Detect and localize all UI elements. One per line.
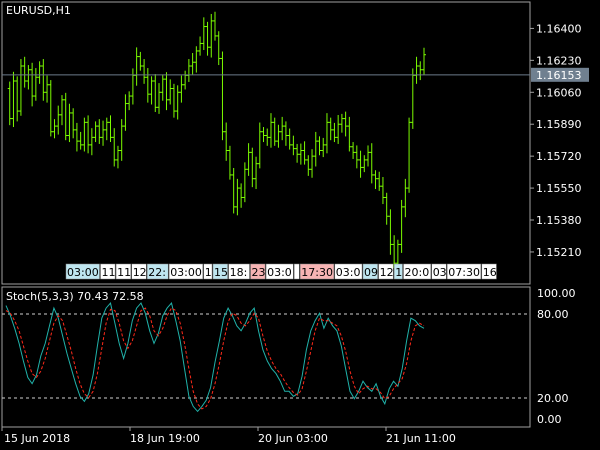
stoch-axis-label-100: 100.00: [537, 287, 576, 300]
session-label-box: [447, 263, 482, 280]
session-label-box: [147, 263, 169, 280]
price-axis-label: 1.15720: [536, 150, 582, 163]
session-labels: 03:00 11 11 12 22: 03:00 1 15 18: 23 03:0 17:30 03:0…: [65, 263, 497, 280]
stochastic-lines: [5, 302, 425, 413]
session-label-box: [203, 263, 213, 280]
price-axis-label: 1.15210: [536, 246, 582, 259]
candles-layer: [7, 11, 426, 270]
session-label-box: [228, 263, 250, 280]
session-label-text: 23: [252, 266, 266, 279]
price-axis-label: 1.15550: [536, 182, 582, 195]
time-label-3: 21 Jun 11:00: [386, 432, 456, 445]
session-label-text: 03:0: [336, 266, 361, 279]
session-label-box: [294, 263, 300, 280]
session-label-text: 12: [133, 266, 147, 279]
session-label-text: 1: [205, 266, 212, 279]
time-label-1: 18 Jun 19:00: [130, 432, 200, 445]
stoch-axis-label-0: 0.00: [537, 413, 562, 426]
session-label-box: [362, 263, 378, 280]
stoch-axis-label-20: 20.00: [537, 392, 569, 405]
session-label-text: 18:: [230, 266, 248, 279]
stochastic-main-line: [5, 302, 425, 413]
price-axis-label: 1.16230: [536, 54, 582, 67]
price-pane[interactable]: [1, 1, 531, 285]
session-label-box: [403, 263, 431, 280]
session-label-text: 03:00: [67, 266, 99, 279]
session-label-box: [378, 263, 394, 280]
price-axis: 1.16400 1.16230 1.16060 1.15890 1.15720 1.155…: [530, 22, 582, 259]
session-label-box: [115, 263, 131, 280]
current-price-tag: [531, 67, 589, 82]
session-label-text: 12: [380, 266, 394, 279]
session-label-text: 1: [395, 266, 402, 279]
session-label-text: 09: [364, 266, 378, 279]
time-label-2: 20 Jun 03:00: [258, 432, 328, 445]
session-label-text: 17:30: [301, 266, 333, 279]
session-label-text: 03: [433, 266, 447, 279]
session-label-box: [431, 263, 447, 280]
session-label-box: [481, 263, 497, 280]
session-label-text: 11: [102, 266, 116, 279]
stochastic-title: Stoch(5,3,3) 70.43 72.58: [6, 290, 144, 303]
time-label-0: 15 Jun 2018: [4, 432, 70, 445]
price-axis-label: 1.16400: [536, 22, 582, 35]
current-price-label: 1.16153: [536, 69, 582, 82]
price-axis-label: 1.15890: [536, 118, 582, 131]
session-label-text: 20:0: [405, 266, 430, 279]
session-label-box: [65, 263, 100, 280]
session-label-text: 03:0: [267, 266, 292, 279]
stochastic-signal-line: [5, 307, 425, 410]
session-label-box: [250, 263, 266, 280]
session-label-text: 11: [117, 266, 131, 279]
session-label-box: [393, 263, 403, 280]
price-axis-label: 1.16060: [536, 86, 582, 99]
time-axis: 15 Jun 2018 18 Jun 19:00 20 Jun 03:00 21…: [1, 427, 456, 445]
session-label-text: 15: [214, 266, 228, 279]
session-label-box: [265, 263, 294, 280]
session-label-text: 16: [483, 266, 497, 279]
session-label-text: 07:30: [448, 266, 480, 279]
session-label-box: [212, 263, 228, 280]
symbol-timeframe-label: EURUSD,H1: [6, 4, 71, 17]
stoch-axis-label-80: 80.00: [537, 308, 569, 321]
session-label-box: [334, 263, 363, 280]
price-axis-label: 1.15380: [536, 214, 582, 227]
session-label-text: 03:00: [170, 266, 202, 279]
session-label-text: 22:: [148, 266, 166, 279]
session-label-box: [131, 263, 147, 280]
session-label-box: [168, 263, 203, 280]
session-label-box: [300, 263, 335, 280]
session-label-box: [100, 263, 116, 280]
